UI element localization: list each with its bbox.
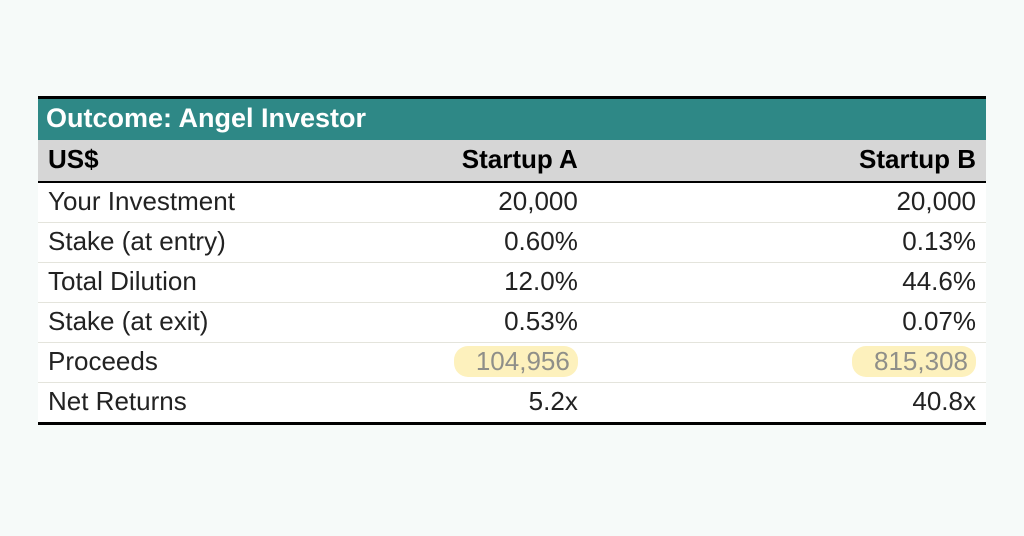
row-label: Net Returns [38,383,360,424]
row-value-a: 0.53% [360,303,588,343]
row-value-a: 5.2x [360,383,588,424]
row-value-a: 20,000 [360,182,588,223]
row-label: Your Investment [38,182,360,223]
row-value-b: 0.07% [588,303,986,343]
column-header-a: Startup A [360,140,588,182]
row-value-b: 20,000 [588,182,986,223]
table-row: Total Dilution 12.0% 44.6% [38,263,986,303]
outcome-table: Outcome: Angel Investor US$ Startup A St… [38,96,986,425]
row-value-a: 12.0% [360,263,588,303]
column-header-b: Startup B [588,140,986,182]
column-header-label: US$ [38,140,360,182]
table-header-row: US$ Startup A Startup B [38,140,986,182]
row-value-b: 0.13% [588,223,986,263]
row-label: Proceeds [38,343,360,383]
highlight-value: 104,956 [454,346,578,377]
highlight-value: 815,308 [852,346,976,377]
row-label: Stake (at exit) [38,303,360,343]
row-label: Stake (at entry) [38,223,360,263]
table-row: Stake (at exit) 0.53% 0.07% [38,303,986,343]
row-value-b: 44.6% [588,263,986,303]
row-value-a: 104,956 [360,343,588,383]
row-label: Total Dilution [38,263,360,303]
row-value-b: 40.8x [588,383,986,424]
table-row: Net Returns 5.2x 40.8x [38,383,986,424]
table-title-row: Outcome: Angel Investor [38,98,986,141]
table-row: Proceeds 104,956 815,308 [38,343,986,383]
table-row: Stake (at entry) 0.60% 0.13% [38,223,986,263]
table-row: Your Investment 20,000 20,000 [38,182,986,223]
row-value-b: 815,308 [588,343,986,383]
row-value-a: 0.60% [360,223,588,263]
table-title: Outcome: Angel Investor [38,98,986,141]
